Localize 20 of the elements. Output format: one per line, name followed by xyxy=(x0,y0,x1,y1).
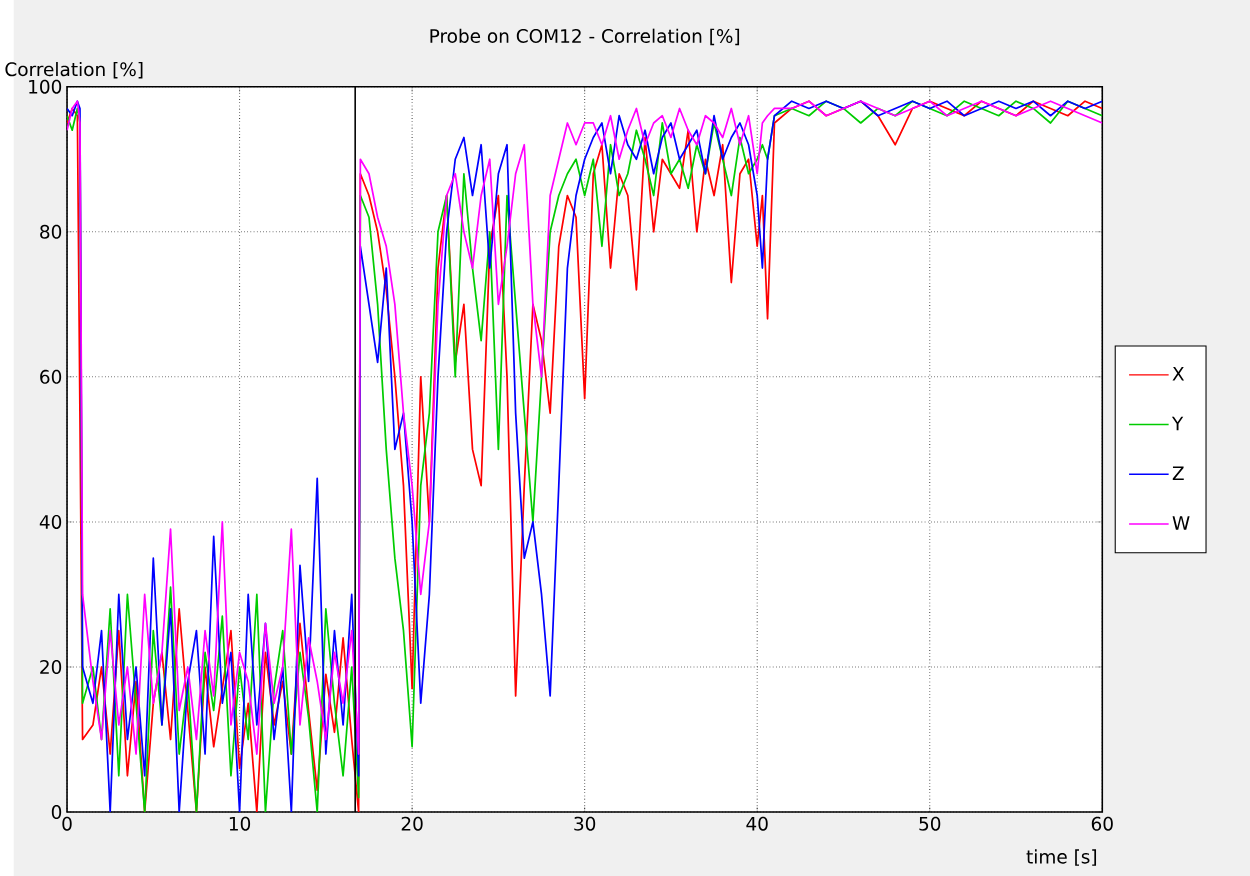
y-tick-label: 20 xyxy=(40,659,62,674)
x-tick-label: 10 xyxy=(229,816,251,831)
x-tick-label: 0 xyxy=(62,816,72,831)
x-axis-title: time [s] xyxy=(1026,849,1097,866)
y-tick-label: 100 xyxy=(29,79,62,94)
x-tick-label: 40 xyxy=(746,816,768,831)
x-tick-label: 20 xyxy=(401,816,423,831)
legend-label: W xyxy=(1172,516,1190,530)
legend-label: Y xyxy=(1171,416,1184,431)
y-tick-label: 60 xyxy=(40,369,62,384)
y-axis-title: Correlation [%] xyxy=(5,61,143,79)
legend-label: X xyxy=(1172,366,1185,381)
y-tick-label: 80 xyxy=(40,224,62,239)
legend-label: Z xyxy=(1172,466,1184,480)
x-tick-label: 30 xyxy=(574,816,596,831)
x-tick-label: 60 xyxy=(1091,816,1113,831)
chart-title: Probe on COM12 - Correlation [%] xyxy=(430,28,740,45)
y-tick-label: 0 xyxy=(51,804,62,819)
y-tick-label: 40 xyxy=(39,514,62,529)
x-tick-label: 50 xyxy=(919,816,941,831)
